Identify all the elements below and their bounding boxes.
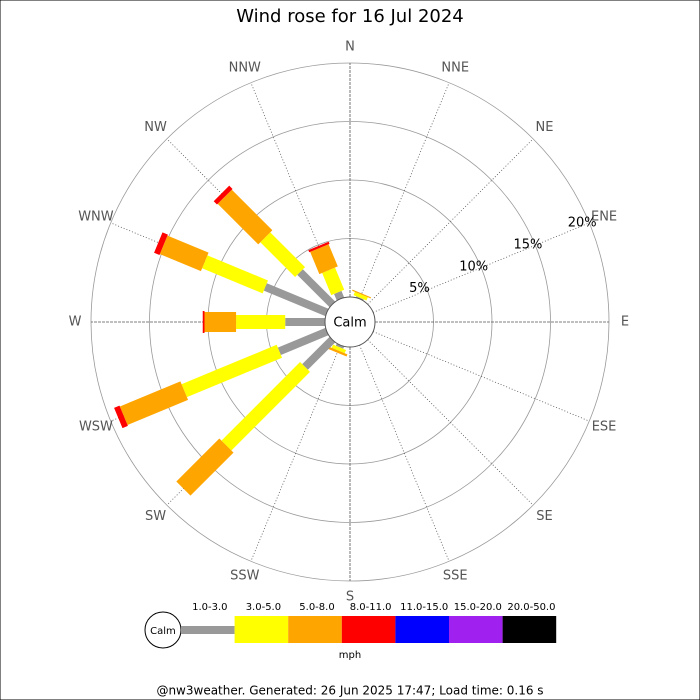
spoke [359,344,450,562]
ring-label: 10% [459,259,488,274]
legend-swatch [288,616,342,643]
legend-swatch [341,616,396,643]
wind-segment [310,244,338,275]
spoke [367,138,534,305]
legend-label: 5.0-8.0 [299,602,334,613]
wind-segment [181,344,283,398]
legend-swatch [234,616,289,643]
direction-label: N [345,40,355,55]
legend-label: 3.0-5.0 [246,602,281,613]
direction-label: ENE [591,209,617,224]
wind-segment [260,232,306,278]
direction-label: NNW [229,60,261,75]
spoke [359,82,450,300]
wind-segment [221,362,310,451]
legend-label: 1.0-3.0 [192,602,227,613]
wind-segment [353,291,368,301]
wind-segment [202,255,268,294]
footer: @nw3weather. Generated: 26 Jun 2025 17:4… [156,684,543,698]
wind-segment [119,381,189,425]
direction-label: SW [145,509,166,524]
wind-segment [114,405,128,429]
spoke [372,331,590,422]
wind-segment [297,269,336,308]
wind-segment [263,283,329,317]
direction-label: NE [535,120,553,135]
wind-segment [334,290,345,301]
direction-label: SSW [230,569,260,584]
direction-label: NW [144,120,167,135]
spoke [250,344,341,562]
chart-title: Wind rose for 16 Jul 2024 [236,6,464,27]
calm-circle [324,296,376,348]
legend-label: 11.0-15.0 [400,602,448,613]
wind-segment [331,344,347,354]
wind-segment [176,438,234,496]
direction-label: W [69,315,82,330]
wind-segment [322,267,345,296]
legend-label: 20.0-50.0 [507,602,555,613]
direction-label: SE [536,509,552,524]
units-label: mph [339,650,361,661]
legend-calm-label: Calm [150,626,176,637]
wind-segment [213,185,233,205]
direction-label: S [346,590,354,605]
direction-label: WSW [79,420,113,435]
wind-segment [277,327,329,355]
ring-label: 5% [409,281,430,296]
wind-segment [154,232,168,255]
spoke [372,222,590,313]
direction-label: ESE [592,420,617,435]
calm-label: Calm [333,316,366,331]
direction-label: E [621,315,629,330]
legend-swatch [449,616,503,643]
wind-segment [328,346,348,357]
ring-label: 15% [513,237,542,252]
wind-segment [217,189,273,245]
ring [149,121,551,523]
legend-label: 15.0-20.0 [454,602,502,613]
legend-swatch [181,626,235,634]
ring-label: 20% [568,215,597,230]
spoke [367,339,534,506]
legend-swatch [395,616,449,643]
wind-segment [308,241,330,253]
legend-swatch [502,616,557,643]
direction-label: NNE [441,60,469,75]
direction-label: WNW [78,209,114,224]
wind-segment [302,336,336,370]
direction-label: SSE [443,569,468,584]
wind-segment [159,235,209,272]
legend-label: 8.0-11.0 [350,602,392,613]
